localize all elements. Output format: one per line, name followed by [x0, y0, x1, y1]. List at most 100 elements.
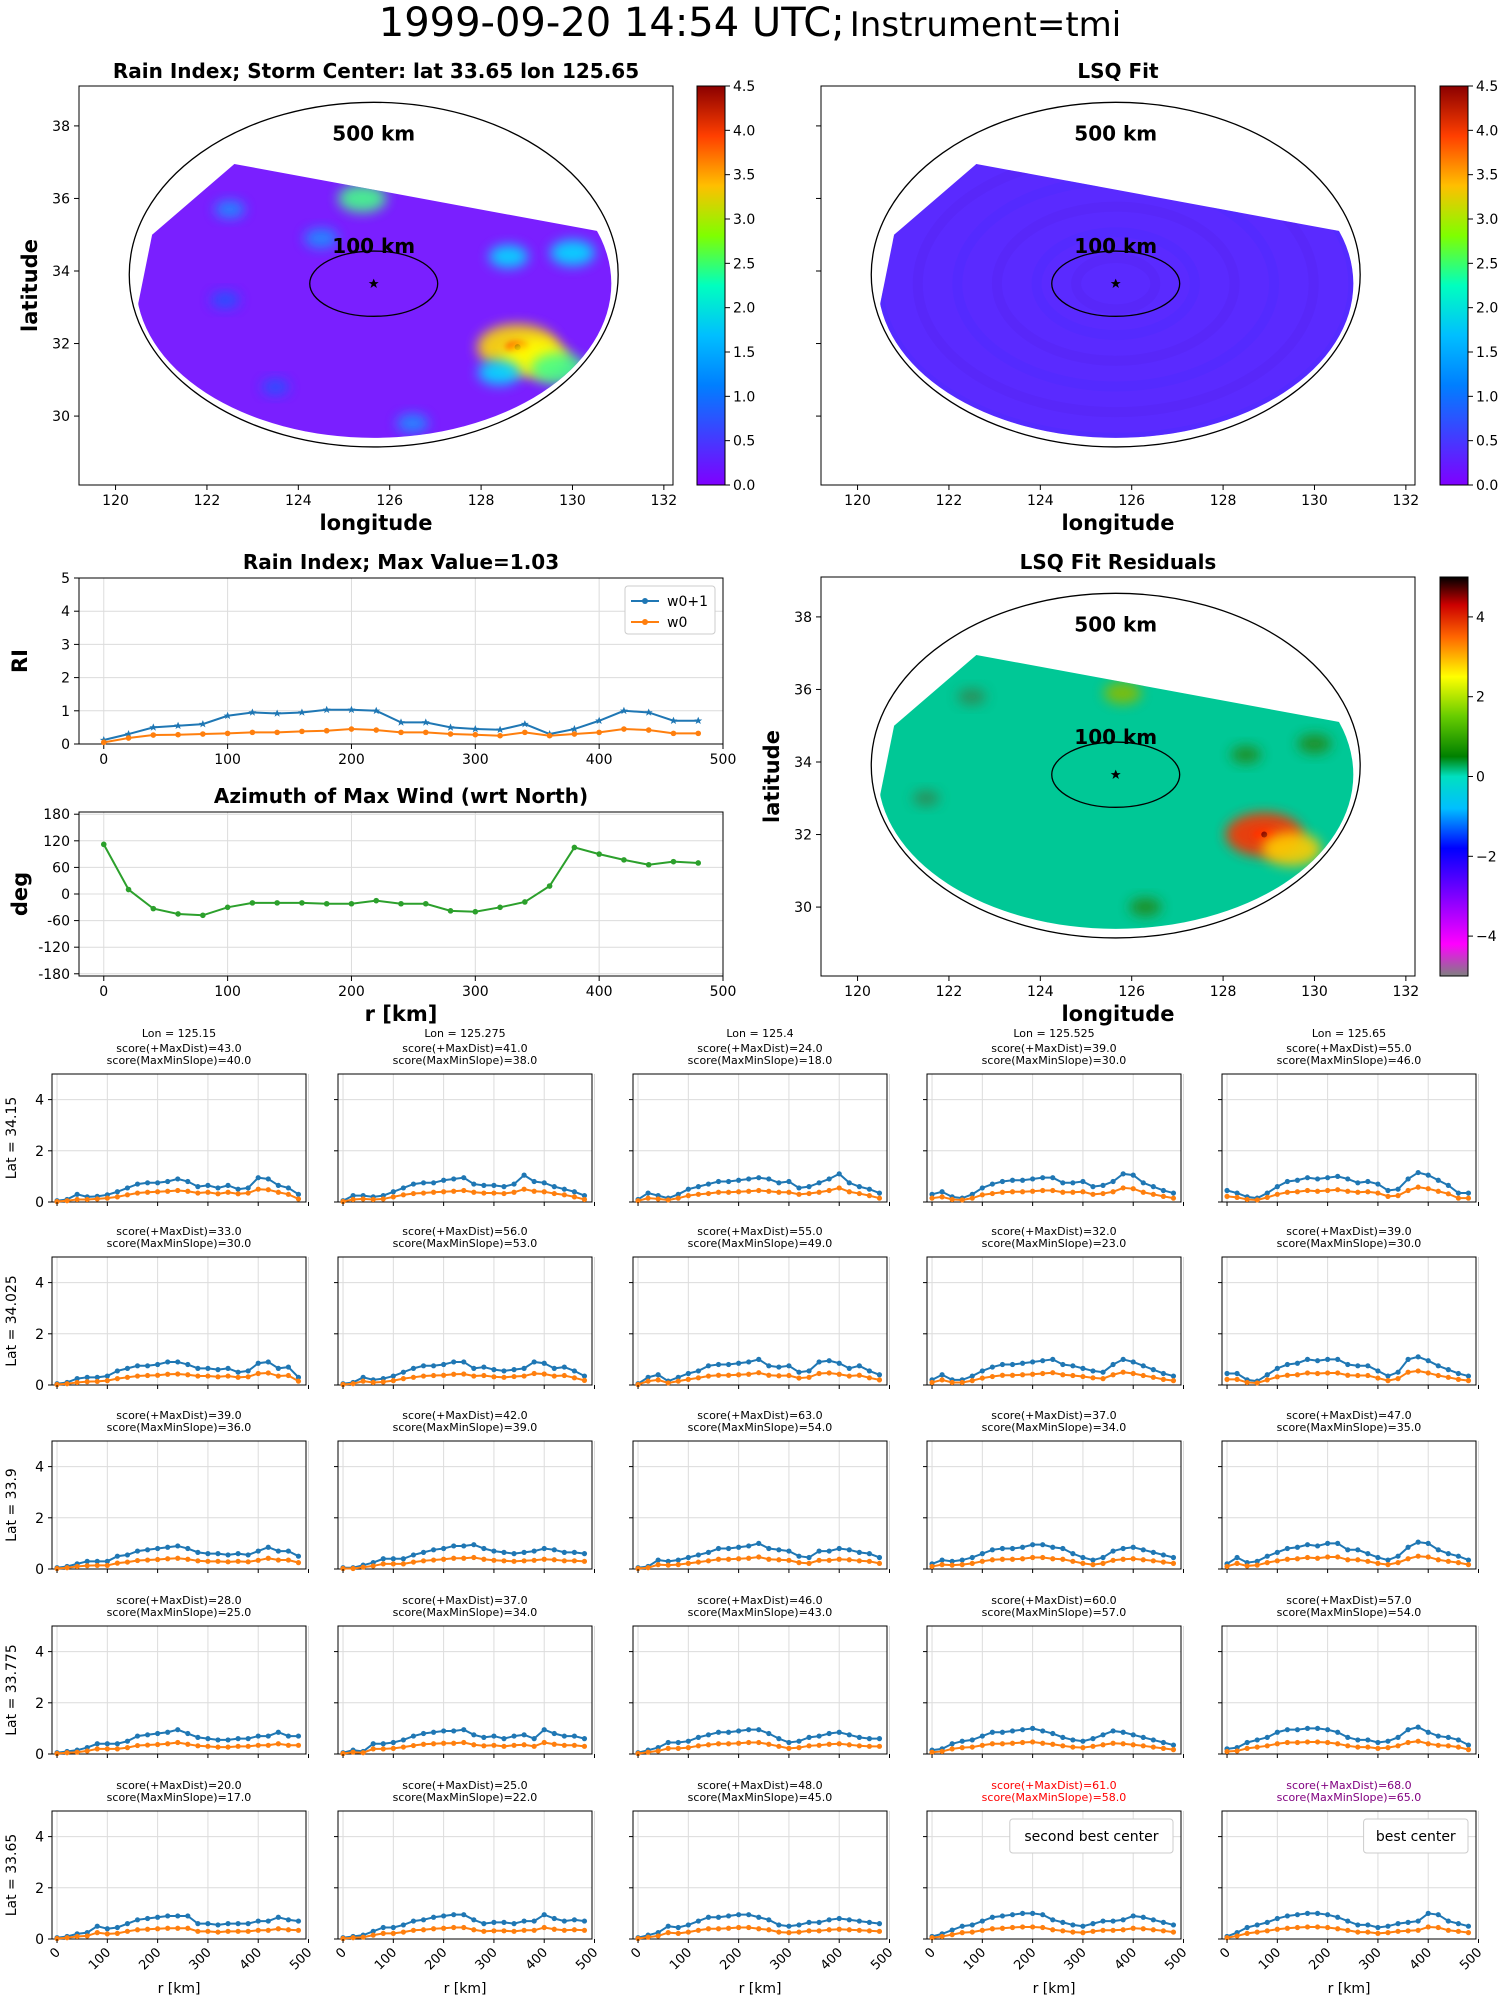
data-point — [1100, 1182, 1106, 1188]
data-point — [255, 1927, 261, 1933]
x-tick-label: 100 — [214, 752, 241, 768]
data-point — [1314, 1725, 1321, 1731]
ring-label-500: 500 km — [332, 121, 415, 145]
data-point — [155, 1556, 161, 1563]
x-tick-label: 100 — [667, 1945, 695, 1973]
data-point — [1009, 1372, 1016, 1378]
x-tick-label: 200 — [717, 1945, 745, 1973]
data-point — [340, 1565, 346, 1572]
data-point — [675, 1924, 681, 1931]
data-point — [531, 1359, 537, 1365]
data-point — [215, 1929, 221, 1935]
data-point — [398, 900, 404, 907]
data-point — [1415, 1368, 1421, 1374]
data-point — [360, 1196, 366, 1202]
data-point — [255, 1370, 261, 1377]
data-point — [571, 1917, 577, 1923]
candidate-panel-r1-c4: score(+MaxDist)=39.0score(MaxMinSlope)=3… — [1218, 1225, 1480, 1389]
data-point — [275, 1365, 281, 1371]
data-point — [94, 1930, 100, 1936]
data-point — [806, 1560, 812, 1566]
data-point — [796, 1929, 802, 1935]
x-tick-label: 100 — [214, 984, 241, 1000]
data-point — [410, 1552, 417, 1558]
data-point — [1445, 1367, 1451, 1373]
ring-100km — [1051, 741, 1181, 808]
data-point — [675, 1739, 681, 1746]
data-point — [323, 900, 330, 907]
data-point — [165, 1359, 171, 1365]
colorbar-tick-label: 0.5 — [733, 434, 755, 450]
data-point — [1090, 1184, 1096, 1190]
data-point — [561, 1558, 567, 1564]
rain-feature — [396, 413, 429, 433]
data-point — [1304, 1370, 1311, 1376]
data-point — [275, 1189, 281, 1195]
data-point — [235, 1374, 241, 1380]
data-point — [400, 1376, 406, 1382]
data-point — [1110, 1372, 1116, 1378]
y-tick-label: 32 — [52, 337, 70, 353]
data-point — [766, 1188, 772, 1194]
data-point — [410, 1742, 417, 1749]
data-point — [1284, 1178, 1290, 1185]
data-point — [195, 1190, 201, 1196]
axes-frame — [51, 1440, 307, 1570]
plot-area — [633, 1257, 887, 1385]
legend-marker — [642, 598, 648, 604]
data-point — [1120, 1545, 1126, 1552]
data-point — [175, 1913, 181, 1919]
data-point — [245, 1374, 251, 1380]
data-point — [776, 1929, 782, 1935]
data-point — [1019, 1177, 1026, 1183]
data-point — [275, 1373, 281, 1379]
data-point — [215, 1558, 221, 1564]
data-point — [551, 1730, 557, 1737]
data-point — [866, 1736, 872, 1742]
data-point — [421, 718, 430, 726]
data-point — [675, 1562, 681, 1568]
data-point — [471, 1189, 477, 1195]
data-point — [635, 1750, 641, 1757]
axes-frame — [926, 1073, 1182, 1203]
data-point — [195, 1373, 201, 1379]
data-point — [1465, 1923, 1472, 1929]
data-point — [347, 705, 356, 714]
score-maxminslope: score(MaxMinSlope)=17.0 — [107, 1791, 252, 1804]
data-point — [420, 1927, 427, 1933]
data-point — [390, 1930, 396, 1936]
data-point — [225, 1552, 231, 1558]
data-point — [84, 1379, 90, 1385]
data-point — [94, 1378, 100, 1385]
data-point — [461, 1924, 467, 1931]
data-point — [786, 1363, 792, 1369]
data-point — [104, 1741, 110, 1747]
data-point — [1325, 1924, 1331, 1931]
data-point — [410, 1190, 417, 1197]
data-point — [1325, 1912, 1331, 1918]
data-point — [430, 1189, 437, 1195]
data-point — [380, 1741, 386, 1747]
data-point — [1050, 1741, 1056, 1747]
data-point — [64, 1198, 70, 1204]
score-maxminslope: score(MaxMinSlope)=34.0 — [982, 1421, 1127, 1434]
data-point — [420, 1363, 427, 1369]
data-point — [786, 1548, 792, 1554]
data-point — [481, 1372, 487, 1379]
data-point — [1110, 1548, 1116, 1554]
data-point — [1395, 1743, 1401, 1749]
data-point — [501, 1549, 507, 1555]
data-point — [756, 1175, 762, 1181]
data-point — [596, 851, 602, 857]
legend-label: w0 — [667, 615, 687, 631]
data-point — [1304, 1356, 1311, 1362]
data-point — [400, 1369, 406, 1375]
data-point — [285, 1185, 291, 1191]
data-point — [520, 720, 529, 728]
data-point — [1355, 1744, 1361, 1750]
data-point — [969, 1922, 975, 1928]
data-point — [786, 1557, 792, 1563]
data-point — [491, 1367, 497, 1373]
data-point — [1040, 1187, 1046, 1194]
